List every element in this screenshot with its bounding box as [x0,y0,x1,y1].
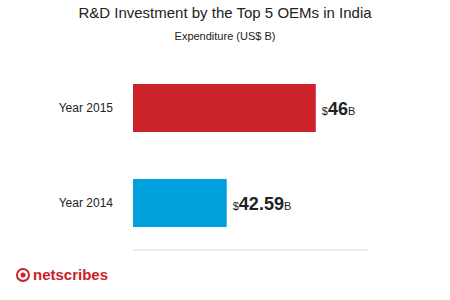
svg-text:Year 2015: Year 2015 [59,101,114,115]
svg-text:$42.59B: $42.59B [233,194,292,214]
html-text:Expenditure (US$ B): Expenditure (US$ B) [174,30,276,42]
svg-text:Year 2014: Year 2014 [59,196,114,210]
svg-text:$46B: $46B [322,99,356,119]
html-text:R&D Investment by the Top 5 OE: R&D Investment by the Top 5 OEMs in Indi… [78,4,372,21]
html-text:netscribes: netscribes [33,266,108,283]
